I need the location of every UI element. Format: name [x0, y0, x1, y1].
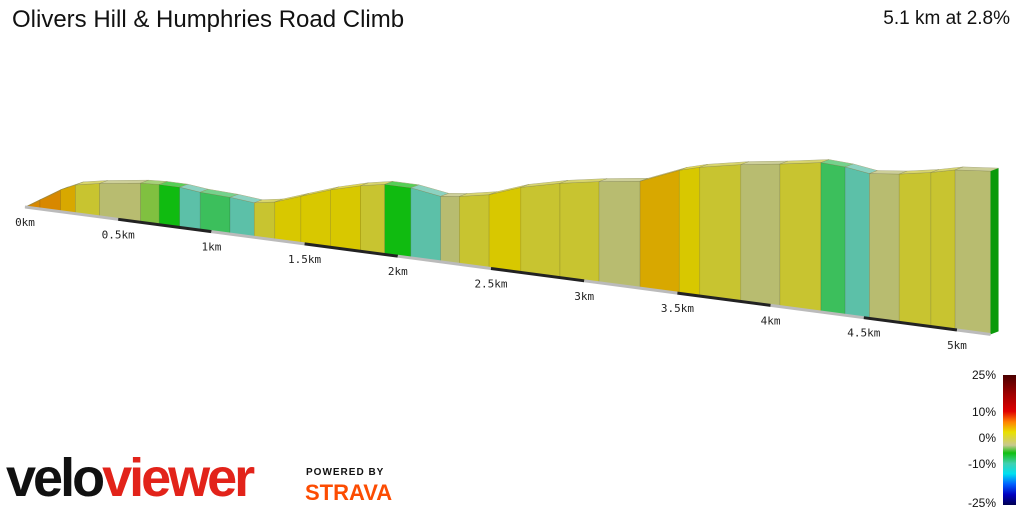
profile-segment: [459, 194, 490, 269]
distance-baseline-segment: [677, 291, 771, 307]
legend-label: -10%: [967, 457, 996, 471]
strava-logo[interactable]: STRAVA: [305, 480, 393, 505]
profile-segment: [253, 201, 276, 241]
profile-segment: [330, 185, 361, 252]
profile-segment: [440, 196, 460, 265]
km-tick-label: 3km: [574, 290, 594, 303]
profile-segment: [598, 180, 641, 289]
profile-segment: [360, 184, 386, 255]
legend-label: 0%: [978, 431, 996, 445]
km-tick-label: 0km: [15, 216, 35, 229]
profile-segment: [898, 172, 932, 327]
gradient-legend-bar: [1003, 375, 1016, 505]
profile-segment: [158, 184, 181, 228]
profile-segment: [384, 183, 412, 259]
profile-segment: [699, 164, 742, 302]
legend-label: 10%: [971, 405, 996, 419]
km-tick-label: 5km: [947, 339, 967, 352]
profile-end-face: [990, 168, 999, 335]
km-tick-label: 4km: [761, 314, 781, 327]
profile-segment: [779, 162, 822, 313]
km-tick-label: 1km: [201, 241, 221, 254]
distance-baseline-segment: [584, 279, 678, 295]
distance-baseline-segment: [397, 254, 492, 270]
profile-segment: [199, 191, 231, 235]
logo-viewer: viewer: [102, 448, 255, 508]
distance-baseline-segment: [304, 242, 398, 258]
profile-segment: [179, 186, 201, 231]
powered-by-label: POWERED BY: [306, 467, 385, 478]
veloviewer-logo[interactable]: veloviewer: [6, 448, 255, 508]
legend-label: 25%: [971, 368, 996, 382]
profile-segment: [869, 173, 900, 323]
segment-title: Olivers Hill & Humphries Road Climb: [12, 6, 405, 33]
km-tick-label: 1.5km: [288, 253, 321, 266]
profile-segment: [488, 186, 522, 273]
profile-segment: [820, 162, 846, 316]
profile-segment: [639, 169, 680, 294]
profile-segment: [520, 182, 561, 278]
distance-baseline-segment: [863, 316, 958, 332]
distance-baseline-segment: [956, 328, 991, 336]
km-tick-label: 2km: [388, 265, 408, 278]
profile-segment: [930, 169, 956, 331]
profile-segment: [559, 181, 600, 284]
legend-label: -25%: [967, 496, 996, 510]
km-tick-label: 3.5km: [661, 302, 694, 315]
km-tick-label: 2.5km: [474, 278, 507, 291]
distance-baseline-segment: [211, 230, 305, 246]
profile-segment: [844, 166, 870, 319]
profile-segment: [229, 196, 255, 238]
profile-segment: [274, 195, 302, 244]
distance-baseline-segment: [770, 303, 864, 320]
elevation-profile: 0km 0.5km 1km 1.5km 2km 2.5km 3km 3.5km 4km 4.5km…: [15, 159, 999, 352]
km-tick-label: 0.5km: [102, 228, 135, 241]
profile-segment: [140, 182, 160, 226]
profile-segment: [300, 189, 331, 248]
profile-segment: [75, 183, 100, 218]
distance-baseline-segment: [490, 267, 585, 283]
segment-summary: 5.1 km at 2.8%: [883, 8, 1010, 29]
profile-segment: [678, 166, 701, 297]
km-tick-label: 4.5km: [847, 327, 880, 340]
distance-baseline-segment: [24, 205, 119, 221]
distance-baseline-segment: [118, 217, 212, 234]
profile-segment: [410, 187, 441, 263]
profile-segment: [740, 163, 781, 307]
logo-velo: velo: [6, 448, 105, 508]
profile-segment: [954, 169, 991, 335]
